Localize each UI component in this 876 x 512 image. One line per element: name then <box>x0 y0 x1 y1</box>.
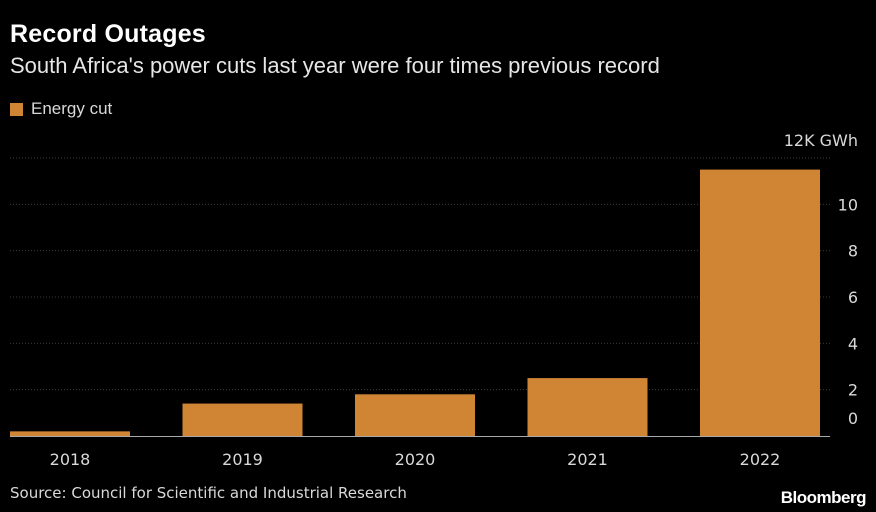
y-tick-label: 4 <box>848 334 858 353</box>
chart-subtitle: South Africa's power cuts last year were… <box>10 53 660 78</box>
y-tick-label: 10 <box>838 195 858 214</box>
bloomberg-logo: Bloomberg <box>780 488 867 507</box>
x-tick-label: 2019 <box>222 450 263 469</box>
bar-2018 <box>10 431 130 436</box>
legend: Energy cut <box>10 99 112 119</box>
bar-2021 <box>527 378 648 436</box>
bar-2020 <box>355 394 475 436</box>
y-tick-label: 6 <box>848 288 858 307</box>
y-tick-label: 2 <box>848 381 858 400</box>
source-note: Source: Council for Scientific and Indus… <box>10 484 407 502</box>
y-tick-label: 8 <box>848 242 858 261</box>
legend-swatch <box>10 102 23 116</box>
x-tick-label: 2020 <box>395 450 436 469</box>
y-tick-label: 12K GWh <box>784 131 858 150</box>
y-tick-label: 0 <box>848 409 858 428</box>
bar-2019 <box>182 403 303 436</box>
x-tick-label: 2022 <box>740 450 781 469</box>
bar-2022 <box>700 169 820 437</box>
x-tick-label: 2021 <box>567 450 608 469</box>
chart-title: Record Outages <box>10 20 206 48</box>
bars <box>10 169 820 437</box>
legend-label: Energy cut <box>31 99 113 118</box>
tick-labels: 0 2 4 6 8 10 12K GWh 2018 2019 2020 2021 2022 <box>50 131 858 469</box>
x-tick-label: 2018 <box>50 450 91 469</box>
